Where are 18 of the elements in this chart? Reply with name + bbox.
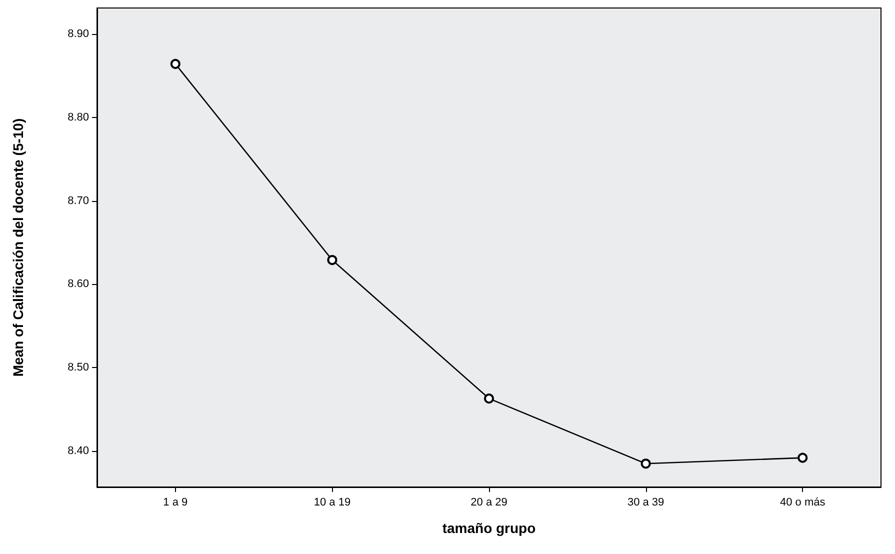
x-axis-title: tamaño grupo [442, 520, 536, 536]
y-tick-label: 8.70 [68, 194, 89, 207]
point [484, 394, 494, 404]
y-tick-label: 8.90 [68, 28, 89, 40]
x-tick-label: 30 a 39 [627, 496, 664, 508]
y-tick-label: 8.60 [68, 278, 89, 290]
y-tick-label: 8.50 [68, 362, 89, 374]
point [798, 452, 808, 463]
x-tick-label: 40 o más [780, 496, 826, 508]
y-tick-label: 8.80 [68, 111, 89, 124]
x-tick-label: 10 a 19 [314, 496, 351, 508]
y-tick-label: 8.40 [68, 445, 89, 458]
point [327, 255, 338, 266]
x-tick-label: 20 a 29 [470, 496, 508, 508]
point [640, 458, 651, 469]
y-axis-title: Mean of Calificación del docente (5-10) [10, 118, 26, 377]
point [170, 58, 180, 69]
x-tick-label: 1 a 9 [163, 496, 188, 508]
